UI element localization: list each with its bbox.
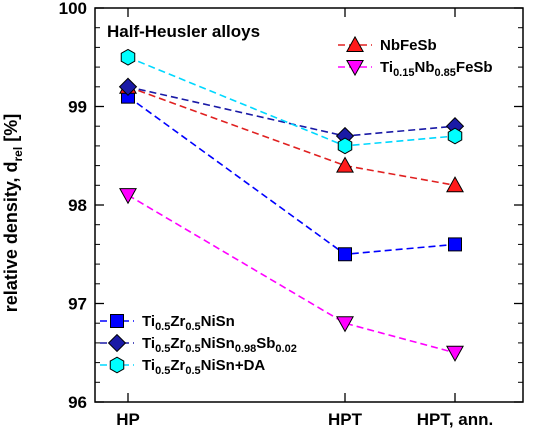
- data-point-tizrsb: [118, 77, 138, 96]
- legend-label: Ti0.5Zr0.5NiSn: [142, 313, 235, 333]
- legend-label-part: Ti: [380, 59, 393, 76]
- data-point-tinbfesb: [336, 316, 354, 333]
- data-point-tinbfesb: [119, 188, 137, 205]
- axes: 96 97 98 99 100 HP HPT HPT, ann.: [59, 0, 523, 429]
- legend-label-part: 0.98: [235, 343, 256, 355]
- legend-label-part: NbFeSb: [380, 37, 437, 54]
- series-line-nbfesb: [127, 86, 456, 187]
- legend-label-part: NiSn: [201, 335, 235, 352]
- data-point-tizr: [448, 237, 462, 252]
- legend-label-part: 0.85: [434, 67, 455, 79]
- legend-marker-nbfesb: [346, 35, 364, 52]
- legend-label-part: NiSn: [201, 313, 235, 330]
- data-point-tizr: [338, 247, 352, 262]
- data-point-tinbfesb: [446, 345, 464, 362]
- y-axis-title-sub: rel: [11, 147, 25, 162]
- legend-label-part: 0.02: [275, 343, 296, 355]
- legend-label-part: Ti: [142, 313, 155, 330]
- series-line-tinbfesb: [127, 194, 456, 354]
- legend-entry-nbfesb: NbFeSb: [338, 35, 437, 54]
- legend-label-part: Zr: [170, 313, 185, 330]
- x-tick-label: HPT: [328, 410, 363, 429]
- legend-label: Ti0.15Nb0.85FeSb: [380, 59, 493, 79]
- data-point-tizrda: [337, 137, 353, 155]
- x-tick-label: HP: [116, 410, 140, 429]
- series-line-tizrsb: [127, 86, 456, 137]
- y-axis-title-main: relative density, d: [1, 161, 21, 312]
- legend-entry-tizr: Ti0.5Zr0.5NiSn: [100, 313, 235, 333]
- legend-label: Ti0.5Zr0.5NiSn+DA: [142, 357, 265, 377]
- legend-label-part: 0.5: [155, 343, 170, 355]
- y-axis-title: relative density, drel [%]: [1, 114, 25, 312]
- legend-label-part: 0.15: [393, 67, 414, 79]
- legend-label-part: 0.5: [155, 321, 170, 333]
- legend-label-part: Ti: [142, 357, 155, 374]
- legend-entry-tizrsb: Ti0.5Zr0.5NiSn0.98Sb0.02: [100, 333, 297, 355]
- data-point-tizrda: [447, 127, 463, 145]
- legend-label-part: Zr: [170, 357, 185, 374]
- legend-bottom: Ti0.5Zr0.5NiSnTi0.5Zr0.5NiSn0.98Sb0.02Ti…: [100, 313, 297, 377]
- data-point-tizrda: [120, 48, 136, 66]
- legend-label-part: 0.5: [185, 343, 200, 355]
- legend-label-part: NiSn+DA: [201, 357, 266, 374]
- legend-label-part: Sb: [256, 335, 275, 352]
- y-axis-title-unit: [%]: [1, 114, 21, 147]
- legend-label-part: 0.5: [185, 365, 200, 377]
- legend-marker-tizrsb: [107, 333, 127, 353]
- legend-marker-tizrda: [109, 356, 125, 374]
- legend-label-part: Zr: [170, 335, 185, 352]
- legend-label-part: FeSb: [456, 59, 493, 76]
- y-tick-label: 96: [68, 393, 87, 412]
- legend-marker-tinbfesb: [346, 60, 364, 77]
- y-tick-label: 100: [59, 0, 87, 18]
- legend-entry-tizrda: Ti0.5Zr0.5NiSn+DA: [100, 356, 265, 377]
- series-lines: [127, 56, 456, 354]
- legend-label: Ti0.5Zr0.5NiSn0.98Sb0.02: [142, 335, 297, 355]
- x-tick-label: HPT, ann.: [417, 410, 494, 429]
- legend-label: NbFeSb: [380, 37, 437, 54]
- y-tick-label: 98: [68, 196, 87, 215]
- series-markers: [118, 48, 465, 362]
- chart-annotation: Half-Heusler alloys: [107, 22, 260, 41]
- data-point-nbfesb: [446, 176, 464, 193]
- legend-marker-tizr: [110, 314, 124, 328]
- y-tick-label: 97: [68, 295, 87, 314]
- series-line-tizr: [127, 96, 456, 256]
- legend-entry-tinbfesb: Ti0.15Nb0.85FeSb: [338, 59, 493, 79]
- legend-label-part: Nb: [414, 59, 434, 76]
- legend-label-part: 0.5: [155, 365, 170, 377]
- y-tick-label: 99: [68, 98, 87, 117]
- data-point-nbfesb: [336, 156, 354, 173]
- legend-label-part: Ti: [142, 335, 155, 352]
- legend-label-part: 0.5: [185, 321, 200, 333]
